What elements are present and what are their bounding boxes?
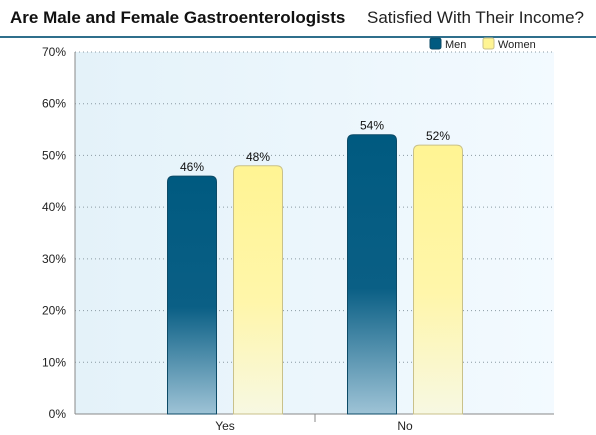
y-tick-label: 60% <box>42 97 66 111</box>
x-tick-label: Yes <box>215 419 235 433</box>
y-tick-label: 30% <box>42 252 66 266</box>
data-label: 46% <box>180 160 204 174</box>
y-tick-label: 50% <box>42 148 66 162</box>
y-tick-label: 20% <box>42 304 66 318</box>
y-tick-label: 70% <box>42 45 66 59</box>
chart-title: Are Male and Female Gastroenterologists <box>10 8 346 27</box>
bar-men-yes <box>167 175 217 415</box>
bar-women-yes <box>233 165 283 415</box>
data-label: 52% <box>426 129 450 143</box>
title-bar: Are Male and Female Gastroenterologists … <box>0 0 596 38</box>
legend-label-women: Women <box>498 39 536 51</box>
x-tick-label: No <box>397 419 413 433</box>
plot-area <box>75 52 554 414</box>
data-label: 48% <box>246 150 270 164</box>
bar-men-no <box>347 134 397 415</box>
legend-label-men: Men <box>445 39 466 51</box>
chart-subtitle: Satisfied With Their Income? <box>367 8 584 27</box>
y-tick-label: 40% <box>42 200 66 214</box>
legend-swatch-men <box>429 37 442 50</box>
legend-swatch-women <box>482 37 495 50</box>
data-label: 54% <box>360 119 384 133</box>
y-tick-label: 0% <box>49 407 67 421</box>
bar-women-no <box>413 144 463 415</box>
y-tick-label: 10% <box>42 355 66 369</box>
